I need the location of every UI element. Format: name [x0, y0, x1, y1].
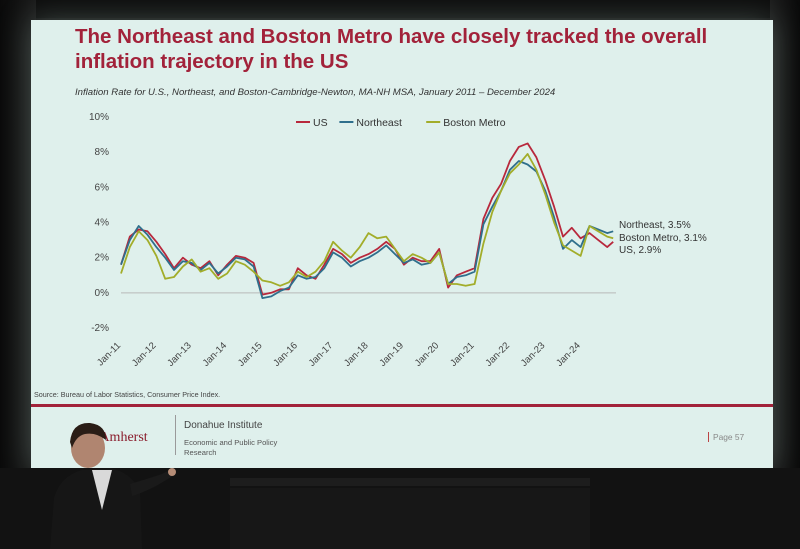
- presenter-silhouette: [50, 422, 176, 549]
- room-wall-right: [770, 0, 800, 549]
- x-tick-label: Jan-19: [377, 340, 406, 369]
- y-tick-label: -2%: [91, 323, 109, 334]
- y-tick-label: 6%: [95, 182, 110, 193]
- institute-subtitle: Economic and Public Policy Research: [184, 438, 278, 457]
- slide-title: The Northeast and Boston Metro have clos…: [75, 25, 708, 73]
- x-tick-label: Jan-23: [519, 340, 548, 369]
- legend-label: US: [313, 117, 328, 129]
- y-tick-label: 4%: [95, 218, 110, 229]
- y-tick-label: 8%: [95, 147, 110, 158]
- series-end-label: Northeast, 3.5%: [619, 220, 691, 231]
- stage-lectern: [230, 488, 590, 549]
- footer-rule: [31, 404, 773, 407]
- x-tick-label: Jan-18: [342, 340, 371, 369]
- x-tick-label: Jan-16: [271, 340, 300, 369]
- page-number: Page 57: [708, 432, 744, 442]
- x-tick-label: Jan-14: [201, 340, 230, 369]
- legend-label: Boston Metro: [443, 117, 506, 129]
- y-tick-label: 0%: [95, 288, 110, 299]
- umass-logo: sAmherst: [94, 430, 148, 445]
- room-ceiling: [0, 0, 800, 18]
- y-tick-label: 10%: [89, 112, 109, 123]
- y-tick-label: 2%: [95, 253, 110, 264]
- x-tick-label: Jan-11: [95, 340, 123, 368]
- x-tick-label: Jan-21: [448, 340, 477, 369]
- x-tick-label: Jan-15: [236, 340, 265, 369]
- x-tick-label: Jan-12: [130, 340, 159, 369]
- series-end-label: US, 2.9%: [619, 245, 661, 256]
- x-tick-label: Jan-22: [484, 340, 513, 369]
- legend-label: Northeast: [356, 117, 402, 129]
- slide-subtitle: Inflation Rate for U.S., Northeast, and …: [75, 87, 556, 98]
- x-tick-label: Jan-17: [307, 340, 336, 369]
- series-end-label: Boston Metro, 3.1%: [619, 233, 707, 244]
- x-tick-label: Jan-20: [413, 340, 442, 369]
- stage-lectern-bar: [230, 478, 590, 486]
- x-tick-label: Jan-13: [165, 340, 194, 369]
- x-tick-label: Jan-24: [554, 340, 583, 369]
- institute-name: Donahue Institute: [184, 420, 263, 431]
- inflation-chart: 10% 8% 6% 4% 2% 0% -2% Jan-11 Jan-12 Jan-13 Jan-14…: [89, 112, 707, 369]
- series-line-boston-metro: [120, 152, 614, 287]
- series-line-northeast: [120, 160, 614, 300]
- series-line-us: [120, 142, 614, 296]
- room-wall-left: [0, 0, 36, 549]
- footer-separator: [175, 415, 176, 455]
- source-note: Source: Bureau of Labor Statistics, Cons…: [34, 390, 221, 399]
- projection-screen: The Northeast and Boston Metro have clos…: [31, 20, 773, 468]
